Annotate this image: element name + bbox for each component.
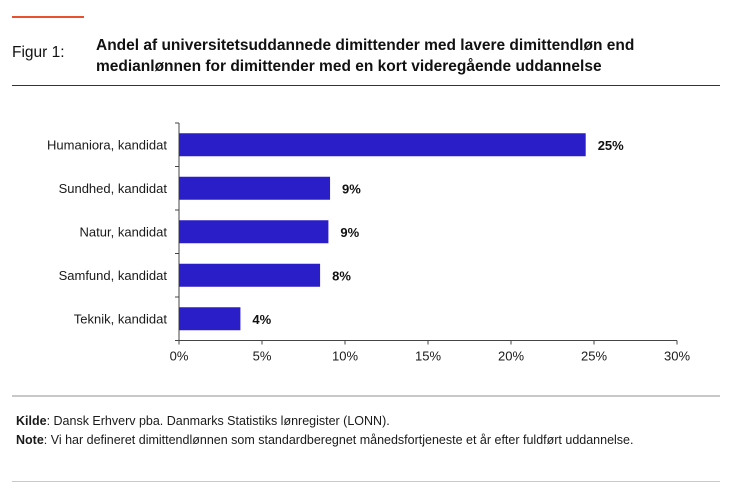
category-label: Natur, kandidat (80, 224, 168, 239)
category-label: Teknik, kandidat (74, 311, 168, 326)
figure-label: Figur 1: (12, 44, 65, 61)
category-label: Sundhed, kandidat (59, 181, 168, 196)
x-tick-label: 30% (664, 349, 690, 364)
footer-divider (12, 481, 720, 482)
notes: Kilde: Dansk Erhverv pba. Danmarks Stati… (16, 412, 716, 450)
x-tick-label: 25% (581, 349, 607, 364)
category-label: Humaniora, kandidat (47, 137, 167, 152)
note-label: Note (16, 433, 44, 447)
note-text: : Vi har defineret dimittendlønnen som s… (43, 433, 634, 447)
source-label: Kilde (16, 414, 47, 428)
data-label: 9% (340, 225, 359, 240)
figure-title: Andel af universitetsuddannede dimittend… (96, 37, 635, 75)
source-note: Kilde: Dansk Erhverv pba. Danmarks Stati… (16, 412, 716, 431)
bar-chart: 0% 5% 10% 15% 20% 25% 30% Humaniora, kandidat 25… (47, 122, 690, 364)
definition-note: Note: Vi har defineret dimittendlønnen s… (16, 431, 716, 450)
bar (179, 307, 241, 331)
bar (179, 176, 331, 200)
source-text: : Dansk Erhverv pba. Danmarks Statistiks… (46, 414, 390, 428)
x-tick-label: 0% (170, 349, 189, 364)
data-label: 4% (252, 312, 271, 327)
bar (179, 133, 586, 157)
bar (179, 220, 329, 244)
category-label: Samfund, kandidat (59, 268, 168, 283)
x-tick-label: 15% (415, 349, 441, 364)
data-label: 9% (342, 181, 361, 196)
accent-line (12, 16, 84, 18)
title-divider (12, 85, 720, 86)
data-label: 8% (332, 268, 351, 283)
x-tick-label: 20% (498, 349, 524, 364)
bar (179, 263, 321, 287)
x-tick-label: 10% (332, 349, 358, 364)
chart-divider (12, 395, 720, 397)
x-tick-label: 5% (253, 349, 272, 364)
data-label: 25% (598, 138, 624, 153)
